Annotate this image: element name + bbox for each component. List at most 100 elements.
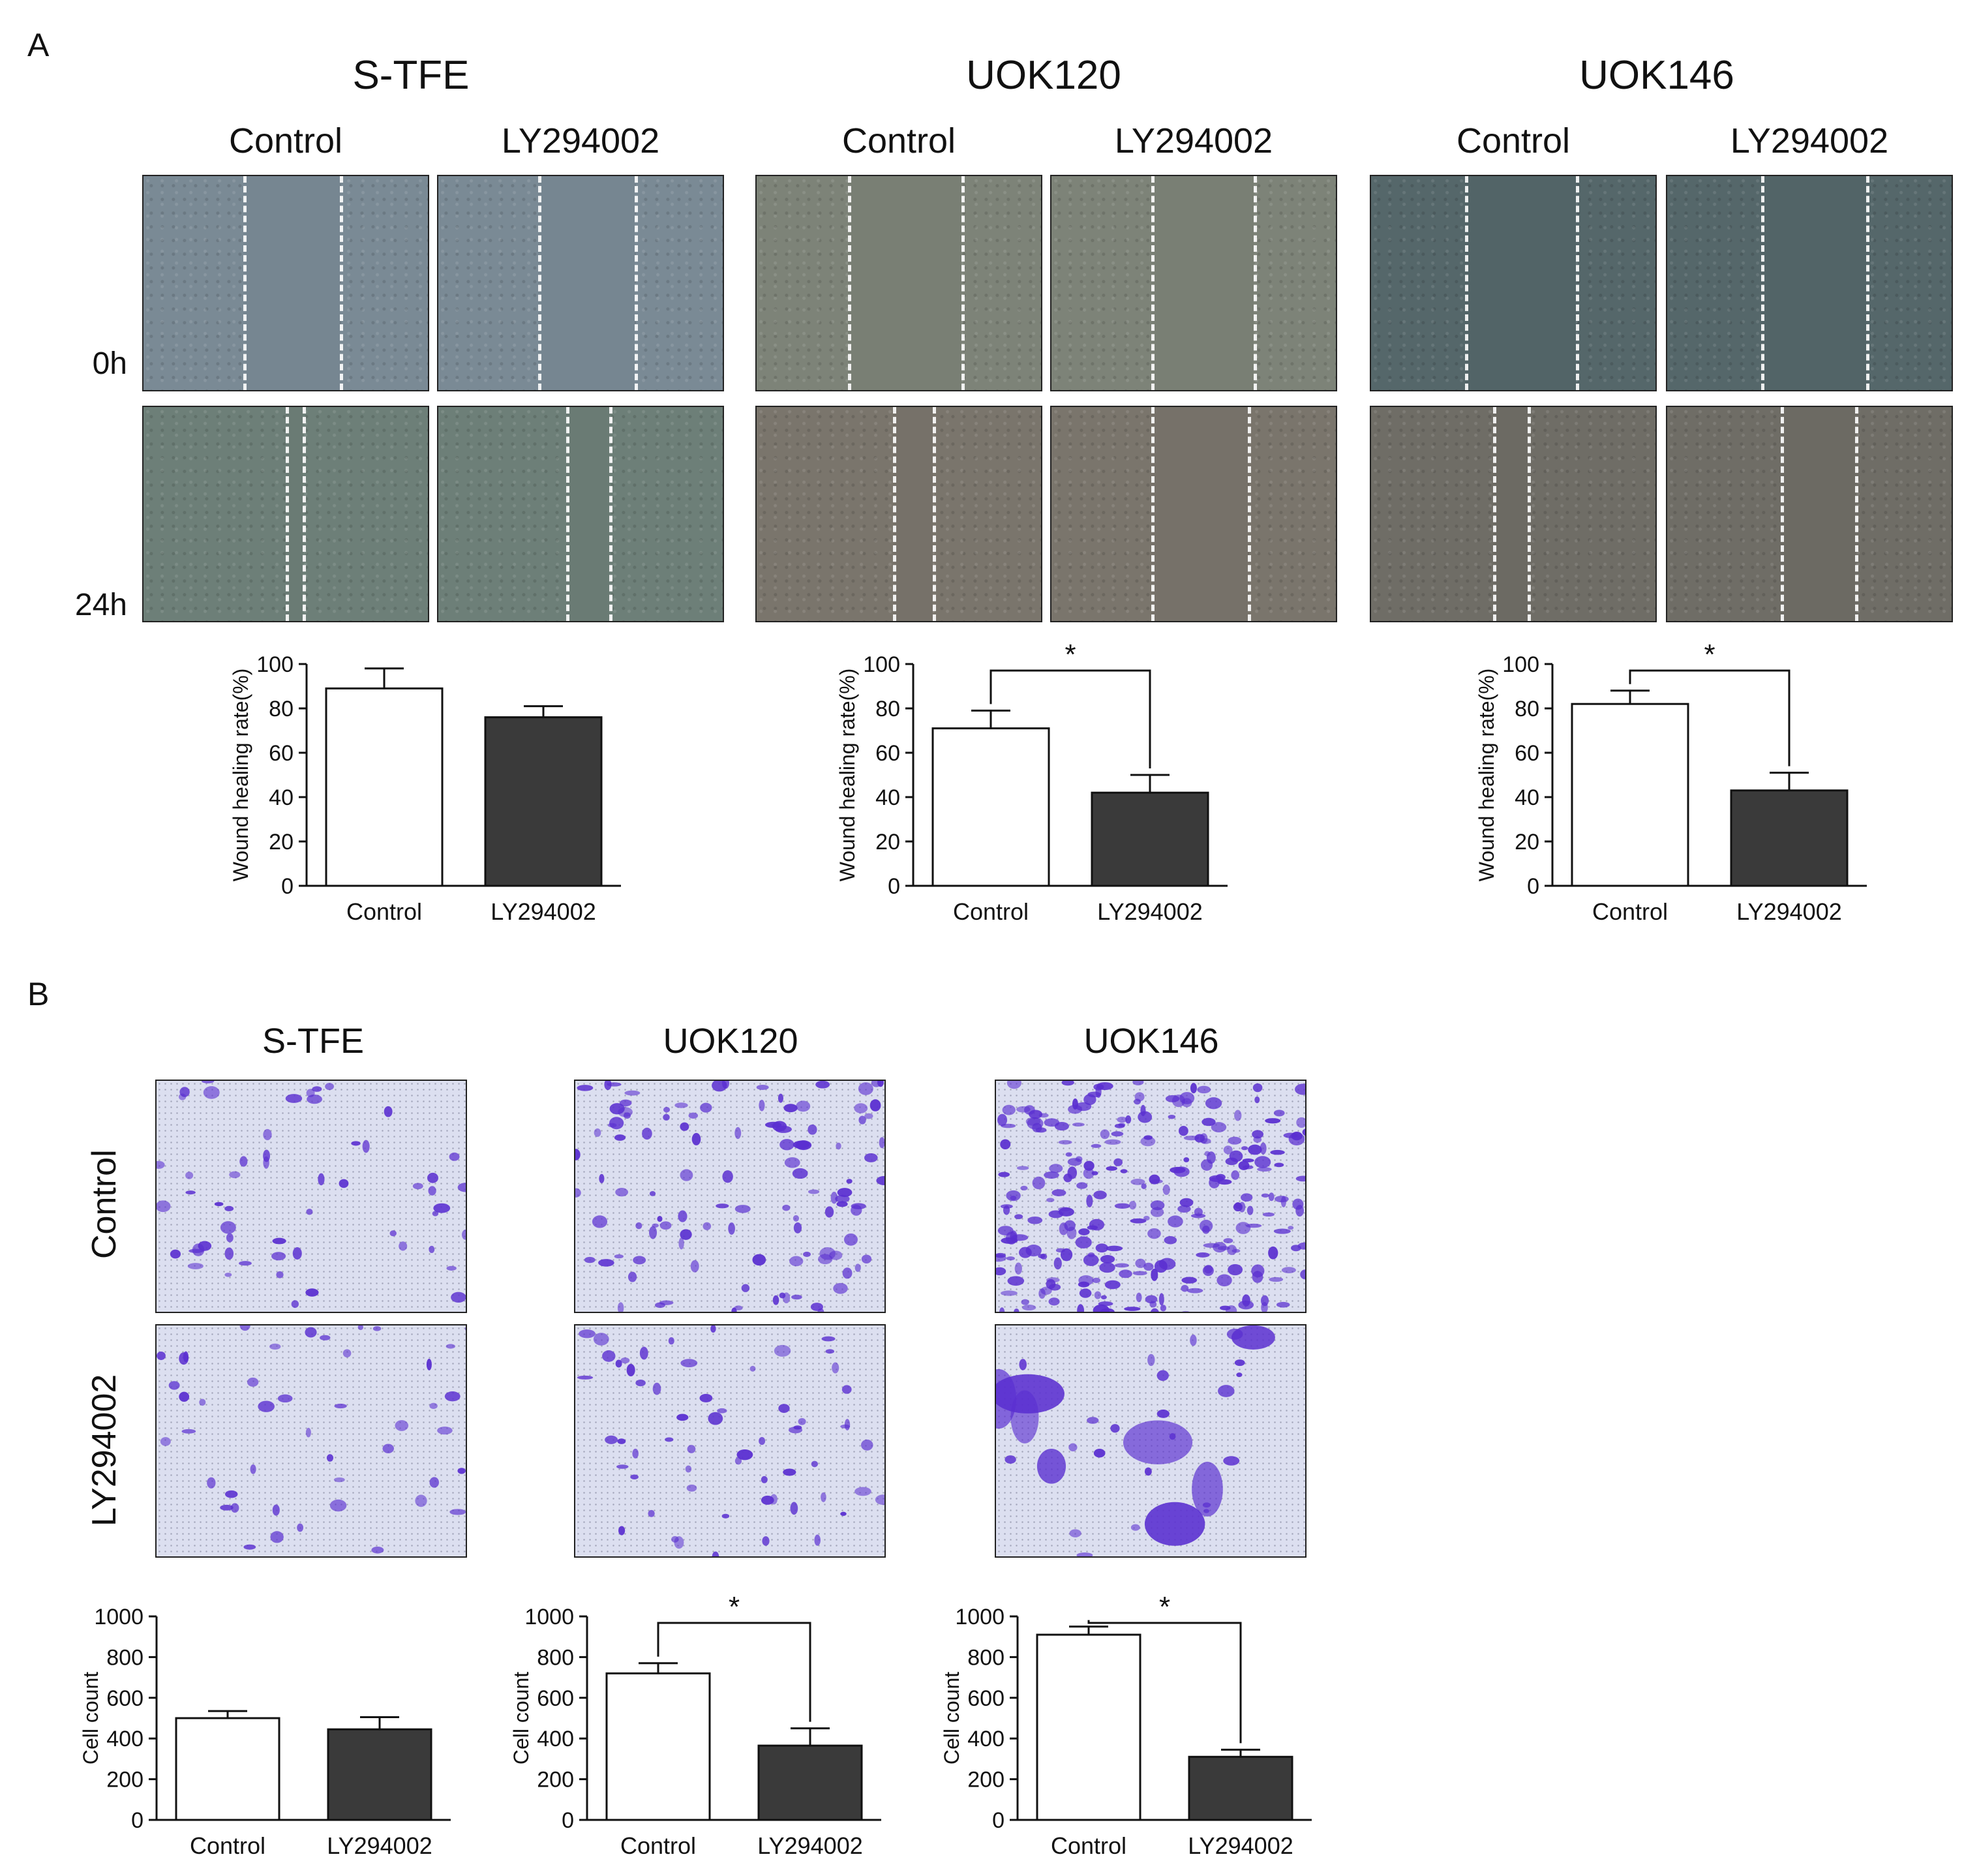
stained-cell <box>1020 1185 1028 1191</box>
stained-cell <box>305 1427 311 1438</box>
stained-cell <box>635 1222 642 1230</box>
stained-cell <box>230 1503 239 1513</box>
stained-cell <box>1156 1409 1170 1418</box>
significance-marker: * <box>1159 1591 1170 1623</box>
stained-cell <box>1089 1218 1105 1231</box>
panel-b-row-label-ly: LY294002 <box>85 1374 123 1526</box>
stained-cell <box>685 1465 692 1473</box>
stained-cell <box>686 1484 697 1492</box>
stained-cell <box>1038 1113 1049 1118</box>
stained-cell <box>333 1477 345 1483</box>
stained-cell <box>627 1271 637 1282</box>
stained-cell <box>599 1173 605 1183</box>
stained-cell <box>1190 1334 1197 1346</box>
stained-cell <box>734 1457 742 1465</box>
stained-cell <box>810 1303 823 1311</box>
stained-cell <box>592 1215 608 1228</box>
stained-cell <box>1110 1424 1120 1433</box>
bar-control <box>605 1672 711 1821</box>
wound-edge-dashed-line <box>609 407 612 621</box>
stained-cell <box>306 1089 315 1098</box>
stained-cell <box>1124 1307 1141 1311</box>
stained-cell <box>764 1121 782 1128</box>
stained-cell <box>734 1127 742 1140</box>
stained-cell <box>702 1222 712 1230</box>
stained-cell <box>1083 1160 1095 1171</box>
stained-cell <box>1130 1179 1145 1185</box>
stained-cell <box>712 1551 719 1556</box>
wound-edge-dashed-line <box>303 407 307 621</box>
bar-ly294002 <box>1188 1755 1293 1821</box>
stained-cell <box>1077 1304 1085 1312</box>
stained-cell <box>793 1222 802 1233</box>
wound-gap <box>537 176 635 390</box>
stained-cell <box>1248 1144 1262 1155</box>
significance-bracket <box>1087 1620 1242 1744</box>
stained-cell <box>1173 1166 1190 1177</box>
stained-cell <box>1178 1126 1188 1136</box>
stained-cell <box>428 1186 436 1196</box>
stained-cell <box>250 1464 256 1474</box>
stained-cell <box>811 1460 819 1468</box>
stained-cell <box>688 1112 699 1119</box>
stained-cell <box>465 1327 466 1331</box>
stained-cell <box>263 1128 272 1140</box>
stained-cell <box>185 1172 194 1179</box>
transwell-image <box>155 1080 467 1313</box>
stained-cell <box>1038 1254 1046 1259</box>
stained-cell <box>1274 1162 1284 1168</box>
wound-image <box>1370 175 1657 391</box>
stained-cell <box>854 1103 868 1113</box>
y-tick-label: 40 <box>875 785 900 810</box>
stained-cell <box>185 1190 196 1195</box>
stained-cell <box>728 1222 735 1235</box>
stained-cell <box>1254 1096 1260 1104</box>
stained-cell <box>1151 1268 1158 1281</box>
x-tick-label: LY294002 <box>1188 1832 1293 1859</box>
stained-cell <box>1150 1200 1165 1211</box>
stained-cell <box>833 1282 848 1294</box>
panel-b-letter: B <box>27 976 50 1012</box>
stained-cell <box>676 1414 689 1421</box>
stained-cell <box>1181 1310 1190 1312</box>
y-tick-label: 0 <box>281 874 294 899</box>
stained-cell <box>1106 1245 1123 1252</box>
x-tick-label: Control <box>1592 898 1668 925</box>
stained-cell <box>999 1307 1005 1312</box>
stained-cells <box>575 1081 884 1312</box>
x-tick-label: LY294002 <box>1097 898 1203 925</box>
stained-cell <box>1132 1081 1144 1085</box>
stained-cell <box>1093 1083 1104 1091</box>
stained-cell <box>202 1081 215 1083</box>
wound-gap <box>893 407 933 621</box>
chart-count-uok146: 0 200 400 600 800 1000 Cell count Control LY2940… <box>940 1591 1312 1859</box>
stained-cell <box>879 1137 884 1149</box>
stained-cell <box>329 1499 347 1512</box>
stained-cell <box>1141 1183 1147 1189</box>
stained-cell <box>444 1391 461 1402</box>
stained-cell <box>1202 1265 1214 1277</box>
stained-cell <box>639 1346 648 1360</box>
wound-gap <box>243 176 340 390</box>
wound-gap <box>1151 407 1248 621</box>
stained-cell <box>1254 1156 1271 1168</box>
stained-cell <box>297 1523 304 1532</box>
stained-cell <box>1231 1170 1240 1180</box>
stained-cell <box>312 1086 322 1092</box>
stained-cell <box>657 1215 663 1222</box>
stained-cell <box>1067 1158 1082 1166</box>
stained-cell <box>846 1179 853 1184</box>
stained-cell <box>779 1139 794 1151</box>
stained-cell <box>1201 1117 1216 1127</box>
stained-cell <box>1200 1133 1208 1144</box>
stained-cell <box>1076 1182 1088 1189</box>
stained-cell <box>615 1359 622 1368</box>
wound-edge-dashed-line <box>243 176 247 390</box>
wound-edge-dashed-line <box>1493 407 1497 621</box>
y-tick-label: 40 <box>1515 785 1539 810</box>
stained-cell <box>183 1351 189 1363</box>
stained-cell <box>1005 1455 1016 1464</box>
stained-cell <box>229 1171 241 1179</box>
stained-cell <box>1218 1385 1235 1397</box>
